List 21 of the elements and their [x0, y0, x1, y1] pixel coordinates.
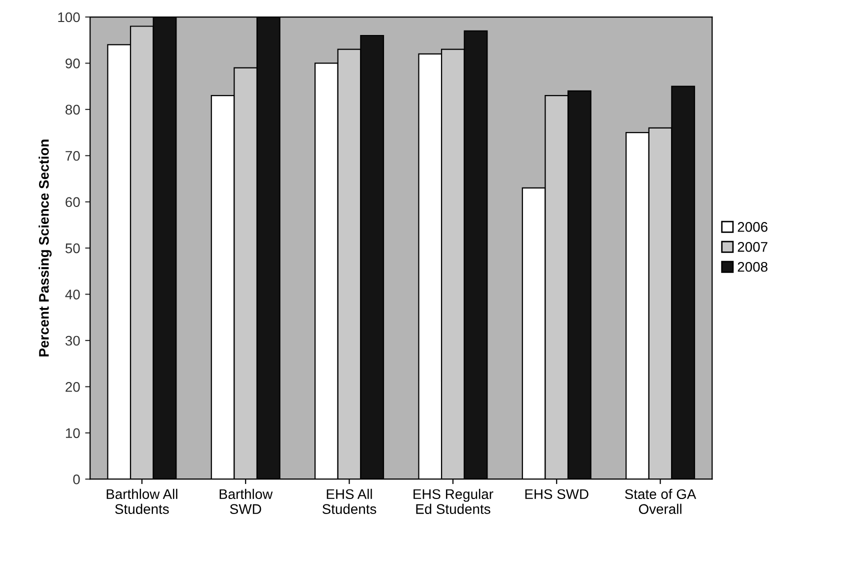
- y-tick-label: 70: [66, 150, 80, 161]
- y-tick-label: 40: [65, 290, 80, 300]
- legend-label: 2007: [738, 242, 768, 252]
- y-tick-label: 80: [66, 104, 80, 115]
- legend-label: 2008: [738, 262, 768, 272]
- x-tick-label: Barthlow All Students: [106, 488, 178, 514]
- x-tick-label: State of GA Overall: [625, 488, 696, 514]
- y-tick-label: 90: [66, 58, 80, 68]
- y-tick-label: 100: [58, 12, 80, 22]
- x-tick-label: Barthlow SWD: [220, 488, 273, 514]
- y-tick-label: 20: [66, 382, 80, 392]
- y-tick-label: 60: [66, 197, 80, 208]
- x-tick-label: EHS All Students: [322, 488, 376, 514]
- x-tick-label: EHS SWD: [525, 489, 588, 500]
- legend-label: 2006: [738, 222, 768, 232]
- y-tick-label: 0: [73, 474, 80, 484]
- y-axis-title: Percent Passing Science Section: [38, 140, 52, 356]
- y-tick-label: 10: [66, 428, 80, 438]
- y-tick-label: 30: [65, 336, 80, 346]
- y-tick-label: 50: [65, 243, 80, 254]
- x-tick-label: EHS Regular Ed Students: [414, 488, 494, 514]
